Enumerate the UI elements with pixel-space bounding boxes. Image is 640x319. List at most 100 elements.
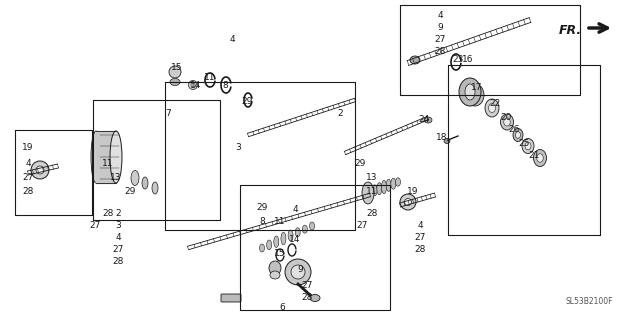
Ellipse shape xyxy=(191,83,195,87)
Text: 4: 4 xyxy=(437,11,443,20)
Ellipse shape xyxy=(131,170,139,186)
Ellipse shape xyxy=(295,228,300,237)
Ellipse shape xyxy=(488,103,495,113)
Ellipse shape xyxy=(291,265,305,279)
Ellipse shape xyxy=(504,118,510,126)
Ellipse shape xyxy=(274,236,279,248)
Ellipse shape xyxy=(142,177,148,189)
Text: 25: 25 xyxy=(518,138,530,147)
Text: 15: 15 xyxy=(172,63,183,72)
Ellipse shape xyxy=(459,78,481,106)
Ellipse shape xyxy=(110,131,122,183)
Text: 8: 8 xyxy=(222,80,228,90)
Ellipse shape xyxy=(424,117,432,123)
Text: 9: 9 xyxy=(297,265,303,275)
Text: 4: 4 xyxy=(229,35,235,44)
Ellipse shape xyxy=(36,166,44,174)
Text: 17: 17 xyxy=(471,84,483,93)
Text: 13: 13 xyxy=(366,174,378,182)
Ellipse shape xyxy=(367,188,372,196)
Ellipse shape xyxy=(281,232,286,245)
Text: 29: 29 xyxy=(355,159,365,167)
Text: 4: 4 xyxy=(292,205,298,214)
FancyBboxPatch shape xyxy=(221,294,241,302)
Text: 3: 3 xyxy=(115,220,121,229)
Text: SL53B2100F: SL53B2100F xyxy=(565,298,612,307)
Ellipse shape xyxy=(310,222,314,230)
Text: 4: 4 xyxy=(417,220,423,229)
Ellipse shape xyxy=(404,198,412,205)
Text: 9: 9 xyxy=(437,24,443,33)
Text: 28: 28 xyxy=(112,256,124,265)
Ellipse shape xyxy=(381,180,387,194)
Text: 3: 3 xyxy=(235,144,241,152)
Text: FR.: FR. xyxy=(559,24,582,36)
Text: 6: 6 xyxy=(279,303,285,313)
Text: 28: 28 xyxy=(435,48,445,56)
Text: 28: 28 xyxy=(102,210,114,219)
Ellipse shape xyxy=(400,194,416,210)
Text: 11: 11 xyxy=(275,218,285,226)
Text: 14: 14 xyxy=(289,235,301,244)
Text: 21: 21 xyxy=(528,152,540,160)
Text: 15: 15 xyxy=(275,249,285,258)
Ellipse shape xyxy=(288,230,293,241)
Ellipse shape xyxy=(470,90,479,100)
Text: 28: 28 xyxy=(414,244,426,254)
Text: 8: 8 xyxy=(259,218,265,226)
Text: 7: 7 xyxy=(165,108,171,117)
Text: 20: 20 xyxy=(500,114,512,122)
Ellipse shape xyxy=(485,99,499,117)
Ellipse shape xyxy=(500,114,513,130)
Ellipse shape xyxy=(302,225,307,233)
Text: 16: 16 xyxy=(462,56,474,64)
Text: 28: 28 xyxy=(22,187,34,196)
Ellipse shape xyxy=(285,259,311,285)
Text: 27: 27 xyxy=(356,220,368,229)
Text: 22: 22 xyxy=(490,99,500,108)
Text: 19: 19 xyxy=(22,144,34,152)
Text: 27: 27 xyxy=(112,244,124,254)
Ellipse shape xyxy=(189,80,198,90)
Text: 2: 2 xyxy=(337,108,343,117)
Text: 11: 11 xyxy=(204,73,216,83)
Ellipse shape xyxy=(386,179,391,191)
Ellipse shape xyxy=(396,178,401,186)
Text: 29: 29 xyxy=(256,203,268,211)
Ellipse shape xyxy=(269,261,281,275)
Ellipse shape xyxy=(525,142,531,150)
Ellipse shape xyxy=(152,182,158,194)
Ellipse shape xyxy=(391,178,396,189)
Text: 28: 28 xyxy=(366,210,378,219)
Ellipse shape xyxy=(537,154,543,162)
Text: 13: 13 xyxy=(110,174,122,182)
Text: 29: 29 xyxy=(241,98,253,107)
Ellipse shape xyxy=(259,244,264,252)
Ellipse shape xyxy=(372,185,377,196)
Ellipse shape xyxy=(515,132,520,138)
Text: 29: 29 xyxy=(124,188,136,197)
Text: 23: 23 xyxy=(452,56,464,64)
Text: 27: 27 xyxy=(301,280,313,290)
Ellipse shape xyxy=(534,150,547,167)
Text: 27: 27 xyxy=(90,220,100,229)
Ellipse shape xyxy=(267,240,271,250)
Ellipse shape xyxy=(377,182,382,195)
Text: 2: 2 xyxy=(115,210,121,219)
Ellipse shape xyxy=(31,161,49,179)
Ellipse shape xyxy=(270,271,280,279)
Ellipse shape xyxy=(410,56,420,64)
Ellipse shape xyxy=(310,294,320,301)
Text: 26: 26 xyxy=(508,125,520,135)
Text: 11: 11 xyxy=(102,160,114,168)
Text: 14: 14 xyxy=(190,80,202,90)
Ellipse shape xyxy=(444,138,450,144)
Text: 19: 19 xyxy=(407,187,419,196)
Text: 4: 4 xyxy=(115,233,121,241)
Ellipse shape xyxy=(91,131,101,183)
Ellipse shape xyxy=(465,84,475,100)
Ellipse shape xyxy=(170,78,180,85)
Ellipse shape xyxy=(169,66,181,78)
Text: 27: 27 xyxy=(414,233,426,241)
Text: 18: 18 xyxy=(436,133,448,143)
